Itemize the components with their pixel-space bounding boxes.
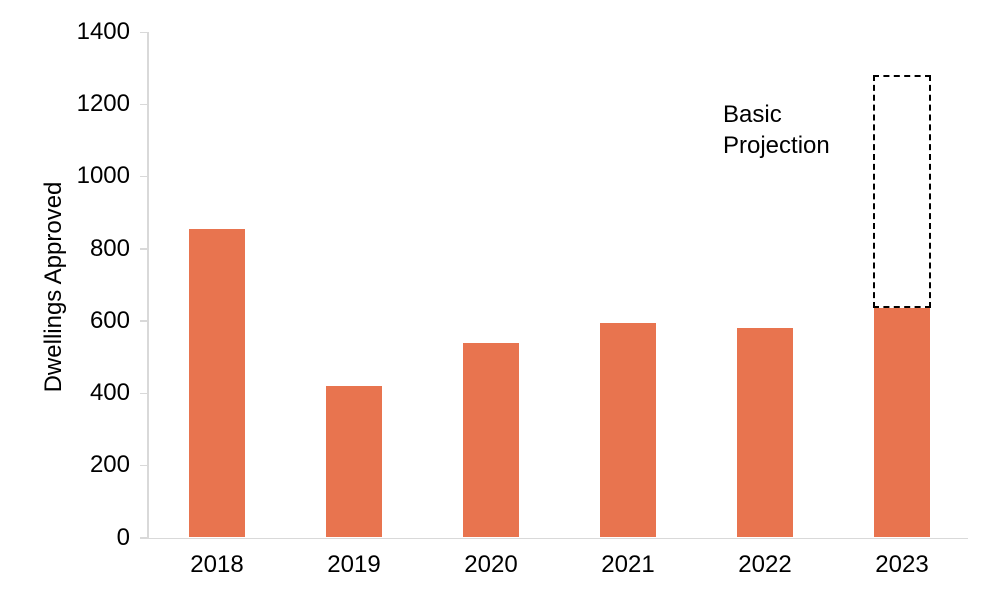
y-tick-400 xyxy=(140,392,147,395)
x-label-2019: 2019 xyxy=(327,551,381,578)
y-axis-title: Dwellings Approved xyxy=(40,181,67,393)
x-label-2018: 2018 xyxy=(190,551,244,578)
y-tick-label-0: 0 xyxy=(116,523,130,551)
y-tick-label-800: 800 xyxy=(89,234,130,262)
y-tick-600 xyxy=(140,320,147,322)
y-tick-1000 xyxy=(140,175,147,178)
y-axis-line xyxy=(147,32,149,539)
y-tick-label-200: 200 xyxy=(89,451,130,479)
x-label-2022: 2022 xyxy=(738,551,792,578)
bar-2019 xyxy=(326,385,382,538)
projection-annotation-line1: Basic xyxy=(723,101,782,128)
x-label-2020: 2020 xyxy=(464,551,518,578)
y-tick-1400 xyxy=(140,31,147,33)
y-tick-label-600: 600 xyxy=(89,306,130,334)
x-axis-line xyxy=(141,537,968,539)
bar-2022 xyxy=(737,328,793,538)
y-tick-label-400: 400 xyxy=(89,379,130,407)
y-tick-1200 xyxy=(140,103,147,106)
projection-annotation: Basic Projection xyxy=(723,99,830,161)
bar-2023 xyxy=(874,308,930,538)
y-tick-label-1400: 1400 xyxy=(76,18,130,45)
projection-annotation-line2: Projection xyxy=(723,132,830,159)
x-label-2021: 2021 xyxy=(601,551,655,578)
y-tick-0 xyxy=(140,537,147,539)
y-tick-200 xyxy=(140,464,147,467)
x-label-2023: 2023 xyxy=(875,551,929,578)
projection-dashed-box xyxy=(873,75,931,309)
bar-2020 xyxy=(463,342,519,538)
y-tick-label-1200: 1200 xyxy=(76,90,130,118)
y-tick-800 xyxy=(140,248,147,250)
bar-2018 xyxy=(189,228,245,538)
bar-2021 xyxy=(600,322,656,538)
y-tick-label-1000: 1000 xyxy=(76,162,130,190)
